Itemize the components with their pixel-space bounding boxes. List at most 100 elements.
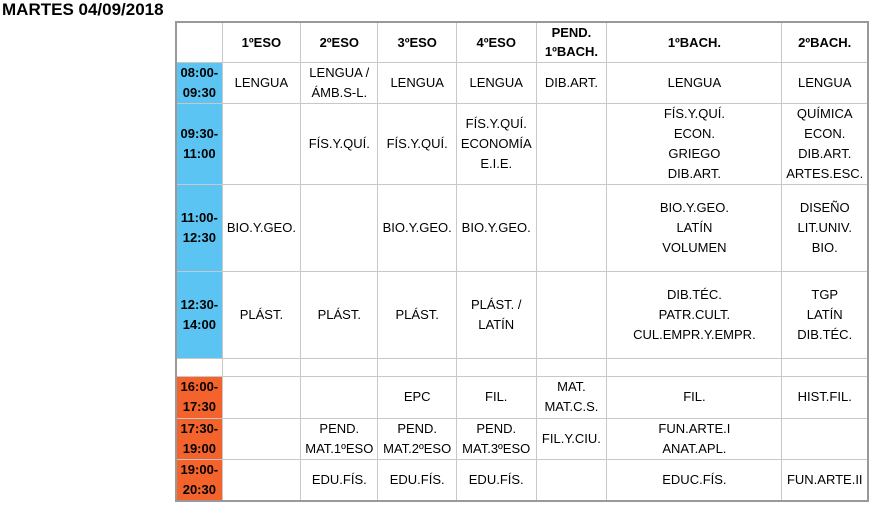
time-slot: 12:30- 14:00 — [175, 270, 223, 359]
subject-label: BIO.Y.GEO. — [382, 219, 452, 235]
subject-cell: EDU.FÍS. — [300, 458, 379, 502]
subject-label: ARTES.ESC. — [786, 165, 864, 181]
subject-cell: BIO.Y.GEO. — [221, 183, 302, 272]
subject-label: DIB.ART. — [667, 165, 721, 181]
subject-label: HIST.FIL. — [797, 389, 852, 404]
subject-cell: EPC — [377, 375, 457, 419]
time-slot: 08:00- 09:30 — [175, 61, 223, 104]
subject-label: ECON. — [804, 125, 846, 141]
column-header: 4ºESO — [455, 21, 537, 63]
subject-label: BIO.Y.GEO. — [461, 219, 531, 235]
subject-cell: EDU.FÍS. — [377, 458, 457, 502]
column-header: 3ºESO — [377, 21, 457, 63]
subject-cell: FÍS.Y.QUÍ. ECON. GRIEGO DIB.ART. — [606, 102, 783, 185]
subject-cell: HIST.FIL. — [781, 375, 869, 419]
subject-label: PEND. — [476, 420, 517, 436]
subject-cell — [221, 357, 302, 377]
subject-cell: LENGUA — [781, 61, 869, 104]
subject-label: MAT.2ºESO — [383, 440, 452, 456]
subject-label: FÍS.Y.QUÍ. — [386, 135, 448, 151]
subject-label: LENGUA — [798, 74, 852, 90]
subject-label: LENGUA — [234, 74, 289, 90]
subject-label: DIB.TÉC. — [797, 326, 853, 342]
subject-cell — [606, 357, 783, 377]
subject-cell: LENGUA / ÁMB.S-L. — [300, 61, 379, 104]
subject-label: DIB.ART. — [798, 145, 852, 161]
time-slot — [175, 357, 223, 377]
subject-cell — [781, 417, 869, 460]
subject-cell: BIO.Y.GEO. LATÍN VOLUMEN — [606, 183, 783, 272]
column-header: PEND. 1ºBACH. — [535, 21, 608, 63]
subject-label: MAT.C.S. — [544, 399, 599, 414]
subject-cell: FIL. — [606, 375, 783, 419]
subject-cell: PEND. MAT.3ºESO — [455, 417, 537, 460]
table-row: 17:30- 19:00 PEND. MAT.1ºESO PEND. MAT.2ºESO P… — [175, 417, 869, 460]
subject-label: LENGUA / — [309, 64, 370, 80]
table-row: 11:00- 12:30 BIO.Y.GEO. BIO.Y.GEO. BIO.Y.GEO… — [175, 183, 869, 272]
subject-label: LIT.UNIV. — [797, 219, 852, 235]
subject-label: PLÁST. / — [470, 296, 522, 312]
subject-cell: DIB.ART. — [535, 61, 608, 104]
subject-label: QUÍMICA — [796, 105, 853, 121]
column-header: 2ºESO — [300, 21, 379, 63]
subject-label: ANAT.APL. — [662, 440, 727, 456]
subject-label: PATR.CULT. — [658, 306, 731, 322]
subject-cell: LENGUA — [606, 61, 783, 104]
subject-cell — [455, 357, 537, 377]
subject-cell: MAT. MAT.C.S. — [535, 375, 608, 419]
subject-cell — [300, 183, 379, 272]
subject-label: LENGUA — [390, 74, 444, 90]
subject-label: FÍS.Y.QUÍ. — [465, 115, 527, 131]
subject-cell: LENGUA — [455, 61, 537, 104]
subject-label: FUN.ARTE.II — [786, 471, 863, 487]
subject-cell: FIL.Y.CIU. — [535, 417, 608, 460]
subject-label: ÁMB.S-L. — [311, 84, 368, 100]
column-header: 1ºBACH. — [606, 21, 783, 63]
subject-label: LATÍN — [478, 316, 515, 332]
subject-label: LENGUA — [469, 74, 523, 90]
subject-label: E.I.E. — [480, 155, 513, 171]
subject-cell: FÍS.Y.QUÍ. ECONOMÍA E.I.E. — [455, 102, 537, 185]
subject-label: PLÁST. — [317, 306, 361, 322]
subject-label: ECONOMÍA — [460, 135, 532, 151]
subject-label: BIO.Y.GEO. — [659, 199, 729, 215]
time-slot: 17:30- 19:00 — [175, 417, 223, 460]
subject-label: BIO. — [811, 239, 838, 255]
subject-cell: FUN.ARTE.II — [781, 458, 869, 502]
subject-cell: EDUC.FÍS. — [606, 458, 783, 502]
subject-label: FIL. — [485, 389, 508, 404]
time-slot: 19:00- 20:30 — [175, 458, 223, 502]
subject-cell — [781, 357, 869, 377]
subject-label: DIB.TÉC. — [666, 286, 722, 302]
subject-label: PLÁST. — [395, 306, 439, 322]
subject-label: FÍS.Y.QUÍ. — [308, 135, 370, 151]
subject-cell — [535, 357, 608, 377]
subject-label: CUL.EMPR.Y.EMPR. — [633, 326, 756, 342]
subject-cell: PEND. MAT.1ºESO — [300, 417, 379, 460]
subject-cell — [535, 458, 608, 502]
subject-label: PEND. — [397, 420, 438, 436]
subject-label: DIB.ART. — [544, 74, 599, 90]
subject-cell: EDU.FÍS. — [455, 458, 537, 502]
subject-cell: PLÁST. — [300, 270, 379, 359]
table-row: 08:00- 09:30 LENGUA LENGUA / ÁMB.S-L. LENGUA L… — [175, 61, 869, 104]
subject-label: EDUC.FÍS. — [662, 471, 727, 487]
subject-label: LENGUA — [667, 74, 722, 90]
schedule-table: 1ºESO 2ºESO 3ºESO 4ºESO PEND. 1ºBACH. 1ºBACH. 2… — [175, 21, 869, 502]
subject-cell — [221, 417, 302, 460]
subject-label: FÍS.Y.QUÍ. — [663, 105, 725, 121]
subject-cell: QUÍMICA ECON. DIB.ART. ARTES.ESC. — [781, 102, 869, 185]
table-row: 16:00- 17:30 EPC FIL. MAT. MAT.C.S. FIL. HIST.F… — [175, 375, 869, 419]
subject-label: EDU.FÍS. — [468, 471, 524, 487]
subject-cell: PLÁST. — [377, 270, 457, 359]
time-slot: 11:00- 12:30 — [175, 183, 223, 272]
subject-label: MAT. — [557, 379, 586, 394]
subject-label: LATÍN — [806, 306, 843, 322]
subject-cell — [535, 270, 608, 359]
subject-cell — [300, 357, 379, 377]
column-header: 1ºESO — [221, 21, 302, 63]
time-slot: 16:00- 17:30 — [175, 375, 223, 419]
subject-cell: TGP LATÍN DIB.TÉC. — [781, 270, 869, 359]
subject-label: PEND. — [319, 420, 360, 436]
subject-label: MAT.3ºESO — [462, 440, 531, 456]
